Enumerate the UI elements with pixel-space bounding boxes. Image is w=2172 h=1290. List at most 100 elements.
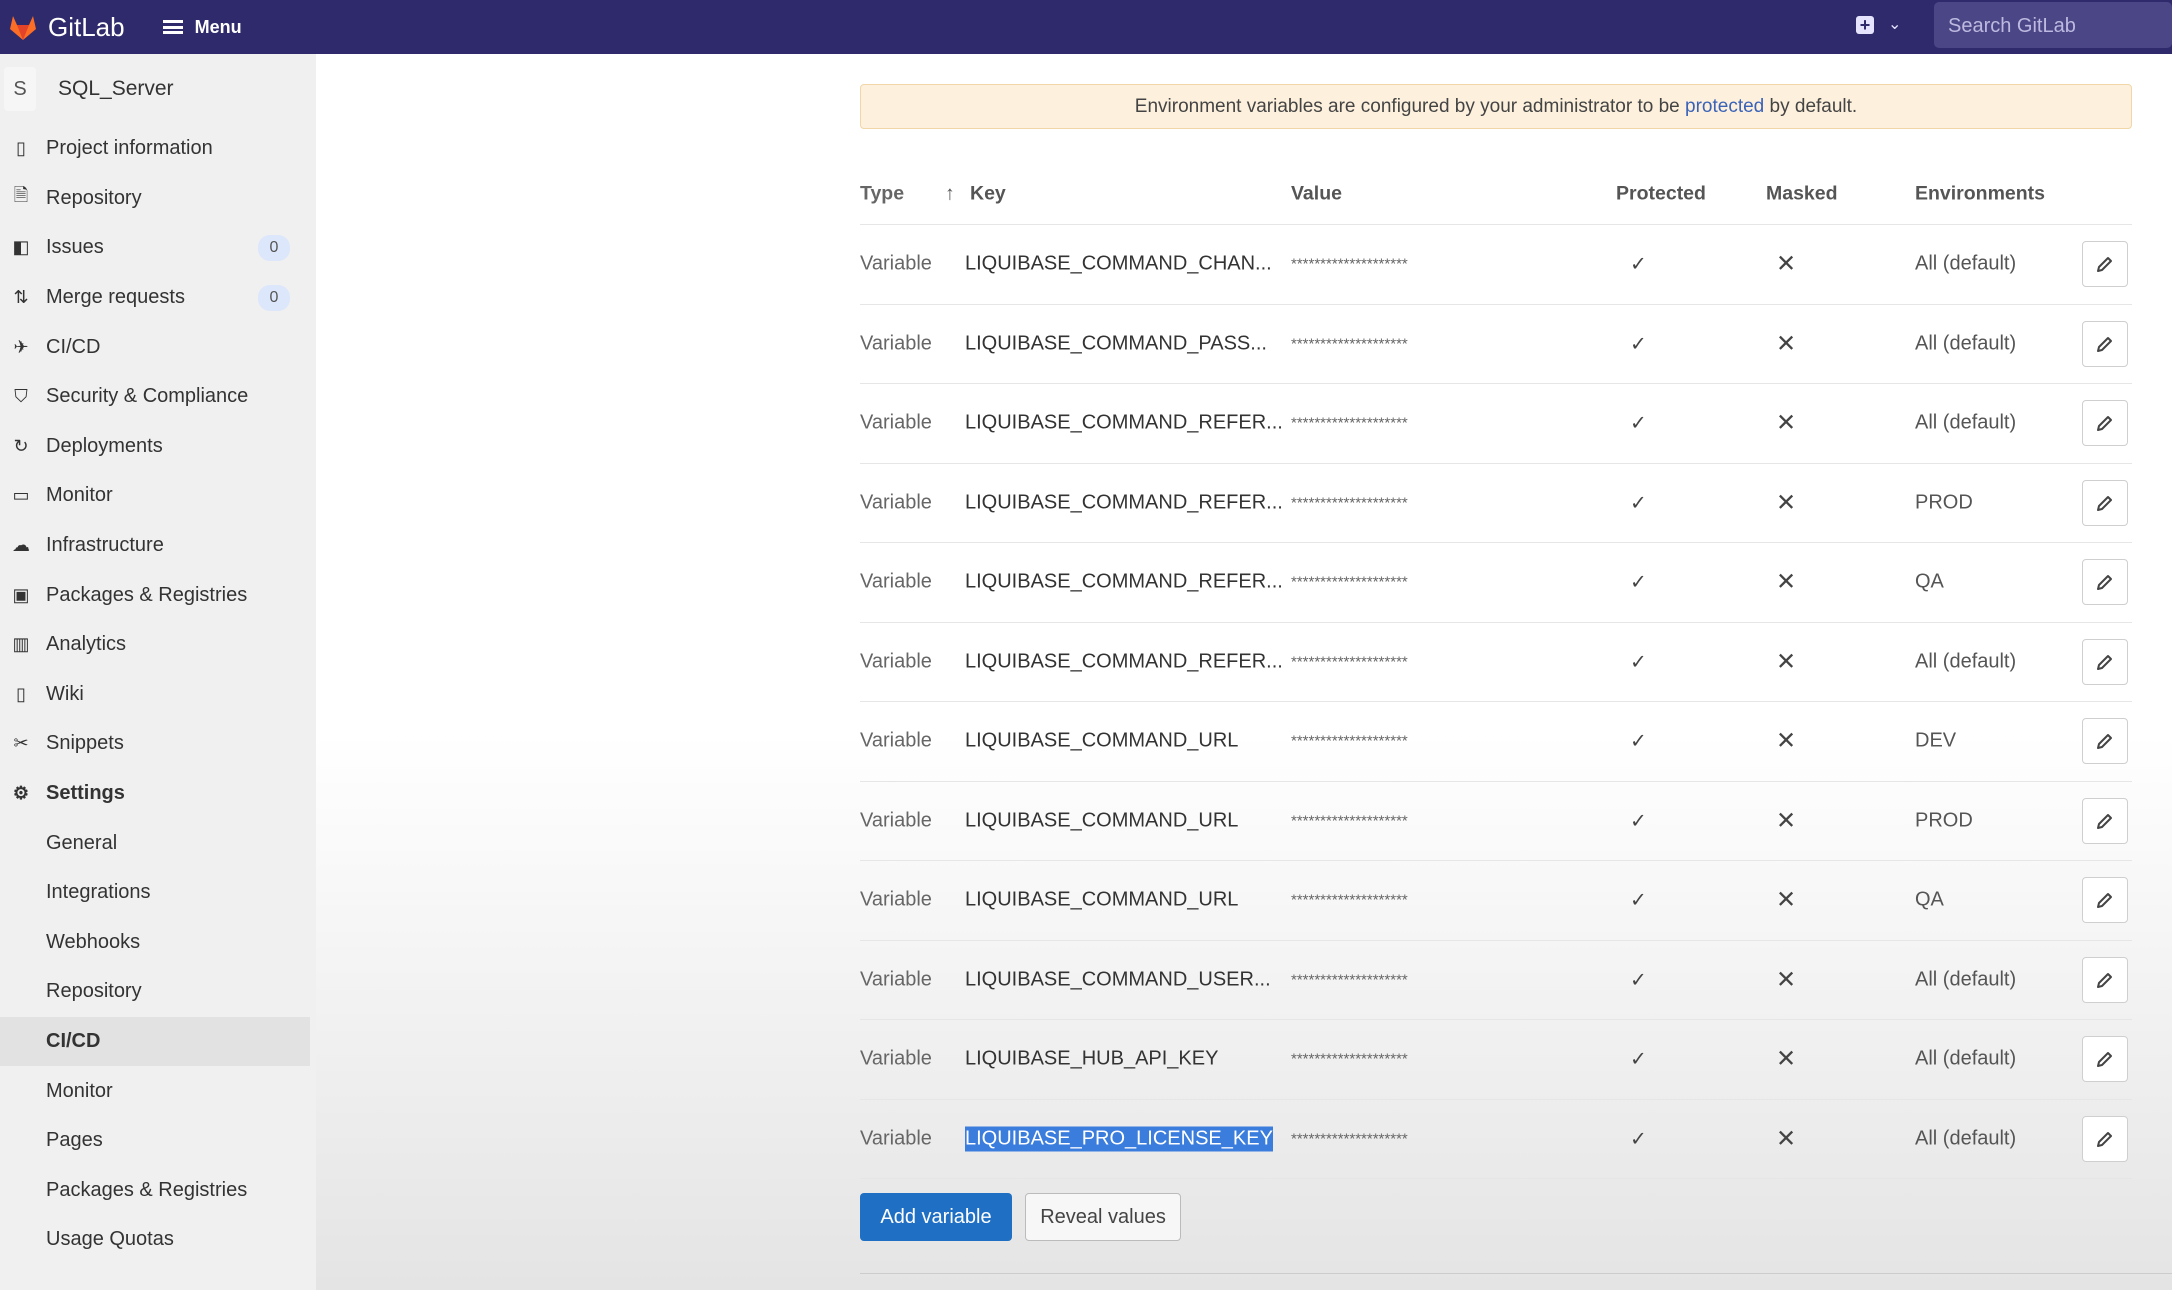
pencil-icon <box>2097 893 2112 909</box>
sidebar-item[interactable]: ▣ Packages & Registries <box>0 570 316 620</box>
edit-variable-button[interactable] <box>2082 956 2128 1003</box>
variable-environment: QA <box>1915 888 1944 911</box>
variable-key[interactable]: LIQUIBASE_HUB_API_KEY <box>965 1047 1219 1070</box>
x-icon: ✕ <box>1776 489 1797 517</box>
edit-variable-button[interactable] <box>2082 320 2128 367</box>
sidebar-item[interactable]: ⇅ Merge requests 0 <box>0 273 316 323</box>
project-avatar: S <box>4 67 36 111</box>
variable-type: Variable <box>860 491 932 514</box>
variable-key[interactable]: LIQUIBASE_PRO_LICENSE_KEY <box>965 1126 1273 1152</box>
variable-key[interactable]: LIQUIBASE_COMMAND_URL <box>965 888 1239 911</box>
table-row: Variable LIQUIBASE_COMMAND_URL *********… <box>860 780 2132 861</box>
check-icon: ✓ <box>1630 492 1647 515</box>
sidebar-item[interactable]: 🗎 Repository <box>0 174 316 224</box>
variable-environment: All (default) <box>1915 252 2017 275</box>
settings-subitem[interactable]: CI/CD <box>0 1016 310 1067</box>
top-navbar: GitLab Menu + ⌄ Search GitLab <box>0 0 2172 54</box>
add-variable-button[interactable]: Add variable <box>860 1193 1012 1241</box>
chevron-down-icon[interactable]: ⌄ <box>1888 16 1902 33</box>
banner-text: Environment variables are configured by … <box>1134 96 1686 117</box>
variable-key[interactable]: LIQUIBASE_COMMAND_REFER... <box>965 491 1283 514</box>
header-key[interactable]: Key <box>970 182 1006 205</box>
gitlab-logo[interactable]: GitLab <box>8 12 125 43</box>
settings-subitem[interactable]: Pages <box>46 1129 103 1152</box>
variable-key[interactable]: LIQUIBASE_COMMAND_REFER... <box>965 411 1283 434</box>
pencil-icon <box>2097 416 2112 432</box>
edit-variable-button[interactable] <box>2082 638 2128 685</box>
variable-value: ******************** <box>1291 255 1408 273</box>
edit-variable-button[interactable] <box>2082 1115 2128 1162</box>
header-masked: Masked <box>1766 182 1838 205</box>
table-row: Variable LIQUIBASE_COMMAND_USER... *****… <box>860 939 2132 1020</box>
sidebar-item[interactable]: ⛉ Security & Compliance <box>0 372 316 422</box>
variable-key[interactable]: LIQUIBASE_COMMAND_CHAN... <box>965 252 1272 275</box>
table-header: Type ↑ Key Value Protected Masked Enviro… <box>860 164 2132 224</box>
sidebar-item[interactable]: ▯ Project information <box>0 124 316 174</box>
edit-variable-button[interactable] <box>2082 797 2128 844</box>
check-icon: ✓ <box>1630 1128 1647 1151</box>
sidebar: S SQL_Server ▯ Project information 🗎 Reposi… <box>0 54 316 1290</box>
settings-subitem[interactable]: Webhooks <box>46 930 141 953</box>
settings-subitem[interactable]: Repository <box>46 980 142 1003</box>
variable-key[interactable]: LIQUIBASE_COMMAND_REFER... <box>965 570 1283 593</box>
reveal-values-button[interactable]: Reveal values <box>1025 1193 1181 1241</box>
variable-type: Variable <box>860 1127 932 1150</box>
pencil-icon <box>2097 654 2112 670</box>
edit-variable-button[interactable] <box>2082 1036 2128 1083</box>
banner-text-end: by default. <box>1764 96 1858 117</box>
shield-icon: ⛉ <box>14 386 28 407</box>
x-icon: ✕ <box>1776 807 1797 835</box>
sidebar-item[interactable]: ☁ Infrastructure <box>0 521 316 571</box>
variable-environment: All (default) <box>1915 1047 2017 1070</box>
scissors-icon: ✂ <box>13 733 29 754</box>
header-type[interactable]: Type <box>860 182 905 205</box>
sidebar-item-label: Infrastructure <box>46 534 164 557</box>
sidebar-item[interactable]: ▭ Monitor <box>0 471 316 521</box>
sidebar-item[interactable]: ▯ Wiki <box>0 670 316 720</box>
edit-variable-button[interactable] <box>2082 718 2128 765</box>
variable-key[interactable]: LIQUIBASE_COMMAND_URL <box>965 729 1239 752</box>
hamburger-icon <box>162 20 183 34</box>
sidebar-item[interactable]: ✈ CI/CD <box>0 322 316 372</box>
pencil-icon <box>2097 1131 2112 1147</box>
edit-variable-button[interactable] <box>2082 241 2128 288</box>
settings-subitem[interactable]: Integrations <box>46 881 151 904</box>
sidebar-item-label: Project information <box>46 137 213 160</box>
project-header[interactable]: S SQL_Server <box>0 54 316 124</box>
variable-key[interactable]: LIQUIBASE_COMMAND_USER... <box>965 968 1271 991</box>
variable-key[interactable]: LIQUIBASE_COMMAND_URL <box>965 809 1239 832</box>
variable-environment: QA <box>1915 570 1944 593</box>
search-input[interactable]: Search GitLab <box>1934 2 2172 48</box>
menu-button[interactable]: Menu <box>162 17 242 38</box>
sidebar-item-label: Deployments <box>46 434 163 457</box>
edit-variable-button[interactable] <box>2082 400 2128 447</box>
edit-variable-button[interactable] <box>2082 877 2128 924</box>
sidebar-item-label: Settings <box>46 782 125 805</box>
sidebar-item[interactable]: ◧ Issues 0 <box>0 223 316 273</box>
sidebar-item-label: Monitor <box>46 484 113 507</box>
settings-subitem[interactable]: Packages & Registries <box>46 1178 248 1201</box>
variable-value: ******************** <box>1291 653 1408 671</box>
settings-subitem[interactable]: Monitor <box>46 1079 113 1102</box>
plus-square-icon[interactable]: + <box>1856 16 1874 34</box>
sidebar-item[interactable]: ↻ Deployments <box>0 422 316 472</box>
settings-subitem[interactable]: Usage Quotas <box>46 1228 174 1251</box>
check-icon: ✓ <box>1630 253 1647 276</box>
sidebar-item[interactable]: ▥ Analytics <box>0 620 316 670</box>
arrow-up-icon[interactable]: ↑ <box>945 182 955 205</box>
x-icon: ✕ <box>1776 966 1797 994</box>
sidebar-item-label: Repository <box>46 186 142 209</box>
sidebar-item[interactable]: ✂ Snippets <box>0 719 316 769</box>
edit-variable-button[interactable] <box>2082 479 2128 526</box>
header-value: Value <box>1291 182 1342 205</box>
protected-link[interactable]: protected <box>1685 96 1765 117</box>
edit-variable-button[interactable] <box>2082 559 2128 606</box>
tanuki-logo-icon <box>10 16 36 40</box>
sidebar-item[interactable]: ⚙ Settings <box>0 769 316 819</box>
variable-key[interactable]: LIQUIBASE_COMMAND_REFER... <box>965 650 1283 673</box>
variable-key[interactable]: LIQUIBASE_COMMAND_PASS... <box>965 332 1267 355</box>
variable-environment: All (default) <box>1915 411 2017 434</box>
table-row: Variable LIQUIBASE_COMMAND_CHAN... *****… <box>860 224 2132 304</box>
sidebar-item-label: Issues <box>46 236 104 259</box>
settings-subitem[interactable]: General <box>46 831 118 854</box>
